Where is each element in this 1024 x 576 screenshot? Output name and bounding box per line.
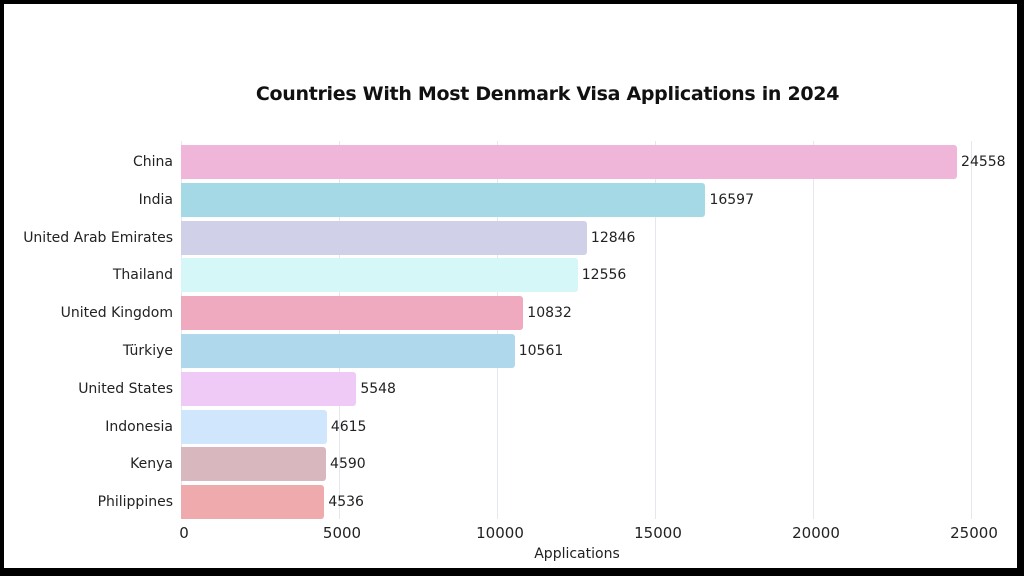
bar-row: 12556 [181, 258, 971, 293]
category-label: United Kingdom [60, 305, 173, 322]
x-tick-label: 0 [179, 524, 189, 542]
bar[interactable] [181, 296, 524, 331]
bar-row: 24558 [181, 145, 1006, 179]
plot-area: 24558 16597 12846 12556 10832 10561 5548 4615 45… [181, 141, 1006, 520]
category-label: India [138, 191, 173, 208]
bar[interactable] [181, 145, 958, 179]
bar[interactable] [181, 220, 587, 255]
bar-value-label: 4615 [330, 418, 367, 435]
x-tick-label: 5000 [322, 524, 362, 542]
category-label: Thailand [112, 267, 173, 284]
bar-value-label: 4590 [330, 456, 366, 473]
category-label: China [133, 154, 173, 170]
bar-row: 12846 [181, 220, 971, 255]
gridline [971, 141, 972, 519]
x-tick-label: 25000 [950, 524, 998, 542]
category-label: Kenya [130, 456, 173, 473]
category-label: Türkiye [122, 343, 173, 359]
bar-value-label: 10561 [518, 343, 564, 359]
category-label: United Arab Emirates [23, 229, 173, 246]
bar[interactable] [181, 409, 327, 444]
x-tick-label: 20000 [792, 524, 840, 542]
category-label: Philippines [97, 494, 173, 511]
bar[interactable] [181, 258, 578, 293]
bar-value-label: 24558 [961, 154, 1006, 170]
bar-row: 10832 [181, 296, 971, 331]
gridline [813, 141, 814, 519]
category-label: United States [78, 380, 173, 397]
bar-row: 16597 [181, 182, 971, 217]
bar-row: 10561 [181, 334, 971, 368]
bar-row: 4536 [181, 485, 971, 520]
bar-value-label: 16597 [709, 191, 754, 208]
chart-title: Countries With Most Denmark Visa Applica… [255, 83, 840, 105]
bar-row: 4615 [181, 409, 971, 444]
bar-value-label: 12846 [590, 229, 636, 246]
gridline [655, 141, 656, 519]
x-tick-label: 15000 [634, 524, 682, 542]
bar-row: 4590 [181, 447, 971, 482]
bar[interactable] [181, 485, 325, 520]
bar[interactable] [181, 447, 327, 482]
bar-value-label: 10832 [527, 305, 572, 322]
category-label: Indonesia [105, 418, 173, 435]
bar[interactable] [181, 334, 515, 368]
bar-value-label: 12556 [581, 267, 627, 284]
bar-value-label: 4536 [328, 494, 364, 511]
x-axis-label: Applications [534, 546, 620, 562]
bar-row: 5548 [181, 371, 971, 406]
bar[interactable] [181, 371, 357, 406]
x-tick-label: 10000 [476, 524, 524, 542]
bar[interactable] [181, 182, 706, 217]
bar-value-label: 5548 [360, 380, 396, 397]
